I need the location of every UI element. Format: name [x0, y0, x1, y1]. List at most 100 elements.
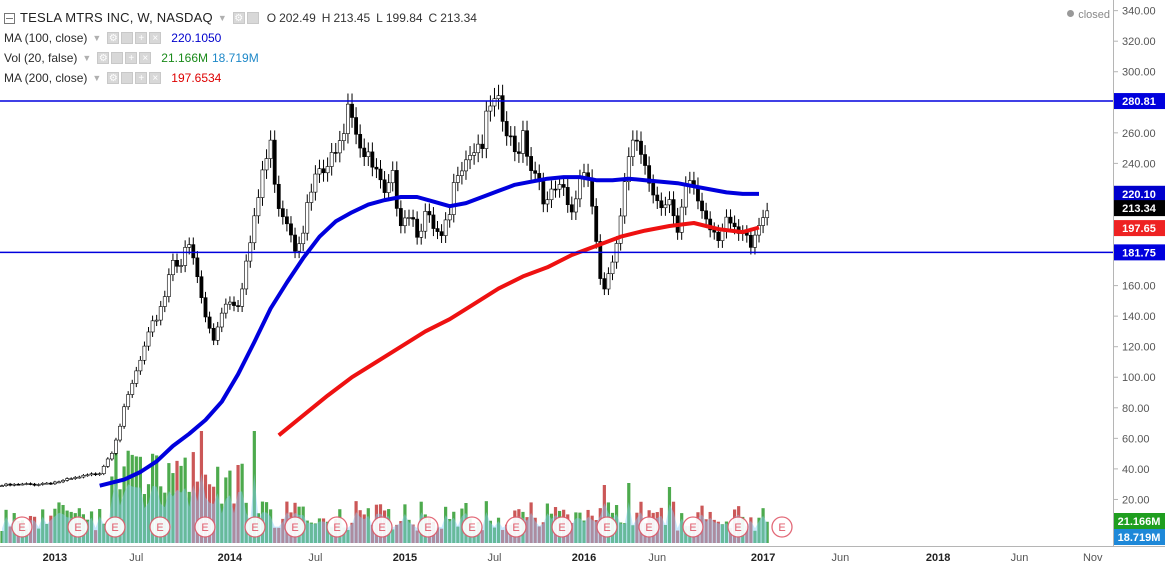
hide-icon[interactable]	[246, 12, 259, 24]
indicator-row[interactable]: MA (200, close) ▼ ⚙ + × 197.6534	[4, 68, 477, 88]
indicator-row[interactable]: MA (100, close) ▼ ⚙ + × 220.1050	[4, 28, 477, 48]
indicator-value: 197.6534	[171, 71, 222, 85]
candle	[419, 230, 424, 238]
volume-bar	[745, 526, 749, 543]
candle	[268, 139, 273, 159]
earnings-marker[interactable]	[67, 516, 89, 538]
volume-bar	[716, 521, 720, 543]
candle	[187, 244, 192, 248]
earnings-marker[interactable]	[244, 516, 266, 538]
candle	[215, 326, 220, 341]
y-tick-label: 100.00	[1122, 372, 1156, 384]
indicator-row[interactable]: Vol (20, false) ▼ ⚙ + × 21.166M 18.719M	[4, 48, 477, 68]
earnings-marker[interactable]	[771, 516, 793, 538]
earnings-marker[interactable]	[505, 516, 527, 538]
collapse-icon[interactable]	[4, 12, 15, 24]
close-icon[interactable]: ×	[139, 52, 152, 64]
candle	[508, 135, 513, 138]
candle	[341, 133, 346, 141]
earnings-marker-label: E	[201, 522, 208, 534]
volume-bar	[212, 486, 216, 543]
earnings-marker[interactable]	[194, 516, 216, 538]
volume-bar	[102, 523, 106, 543]
source-icon[interactable]	[121, 32, 134, 44]
ohlc-label-l: L	[376, 11, 383, 25]
volume-bar	[537, 526, 541, 543]
candle	[635, 139, 639, 142]
add-icon[interactable]: +	[125, 52, 138, 64]
indicator-label: MA (200, close)	[4, 71, 88, 85]
candle	[89, 473, 94, 476]
earnings-marker[interactable]	[371, 516, 393, 538]
candle	[525, 130, 529, 157]
candle	[16, 483, 21, 486]
source-icon[interactable]	[111, 52, 124, 64]
earnings-marker-label: E	[378, 522, 385, 534]
earnings-marker[interactable]	[682, 516, 704, 538]
source-icon[interactable]	[121, 72, 134, 84]
settings-icon[interactable]: ⚙	[232, 12, 245, 24]
candle	[69, 478, 74, 480]
candle	[114, 439, 118, 454]
candle	[362, 147, 367, 157]
volume-bar	[191, 452, 195, 543]
earnings-marker[interactable]	[149, 516, 171, 538]
indicator-label: MA (100, close)	[4, 31, 88, 45]
chevron-down-icon[interactable]: ▼	[92, 33, 102, 43]
volume-bar	[220, 503, 224, 543]
x-tick-label: 2017	[751, 552, 775, 564]
ohlc-label-h: H	[321, 11, 331, 25]
volume-bar	[492, 527, 497, 543]
volume-bar	[448, 518, 452, 543]
candle	[472, 152, 477, 156]
volume-bar	[216, 466, 220, 543]
volume-bar	[114, 443, 118, 543]
volume-bar	[269, 509, 273, 543]
chevron-down-icon[interactable]: ▼	[92, 73, 102, 83]
add-icon[interactable]: +	[135, 72, 148, 84]
settings-icon[interactable]: ⚙	[97, 52, 110, 64]
volume-bar	[53, 508, 57, 543]
candle	[411, 217, 415, 220]
earnings-marker[interactable]	[461, 516, 483, 538]
volume-bar	[138, 456, 142, 543]
earnings-marker[interactable]	[104, 516, 126, 538]
volume-bar	[305, 520, 309, 543]
close-icon[interactable]: ×	[149, 72, 162, 84]
candle	[630, 139, 635, 157]
volume-bar	[680, 513, 684, 543]
earnings-marker[interactable]	[596, 516, 618, 538]
earnings-marker[interactable]	[551, 516, 573, 538]
chevron-down-icon[interactable]: ▼	[82, 53, 92, 63]
x-tick-label: Nov	[1083, 552, 1103, 564]
volume-bar	[228, 470, 232, 543]
close-icon[interactable]: ×	[149, 32, 162, 44]
candle	[480, 143, 485, 149]
volume-bar	[439, 528, 444, 543]
earnings-marker-label: E	[689, 522, 696, 534]
volume-bar	[179, 465, 183, 543]
candle	[12, 483, 17, 486]
settings-icon[interactable]: ⚙	[107, 72, 120, 84]
earnings-marker[interactable]	[11, 516, 33, 538]
volume-bar	[619, 522, 623, 543]
candle	[166, 274, 171, 297]
earnings-marker[interactable]	[417, 516, 439, 538]
volume-bar	[142, 494, 147, 543]
volume-bar	[366, 508, 370, 543]
candle	[305, 202, 310, 234]
earnings-marker[interactable]	[638, 516, 660, 538]
add-icon[interactable]: +	[135, 32, 148, 44]
volume-bar	[317, 518, 322, 543]
candle	[36, 484, 41, 486]
volume-bar	[346, 529, 350, 543]
volume-bar	[712, 519, 716, 543]
chevron-down-icon[interactable]: ▼	[217, 13, 227, 23]
earnings-marker[interactable]	[326, 516, 348, 538]
earnings-marker[interactable]	[727, 516, 749, 538]
volume-bar	[342, 527, 346, 543]
earnings-marker[interactable]	[284, 516, 306, 538]
settings-icon[interactable]: ⚙	[107, 32, 120, 44]
volume-bar	[4, 509, 8, 543]
